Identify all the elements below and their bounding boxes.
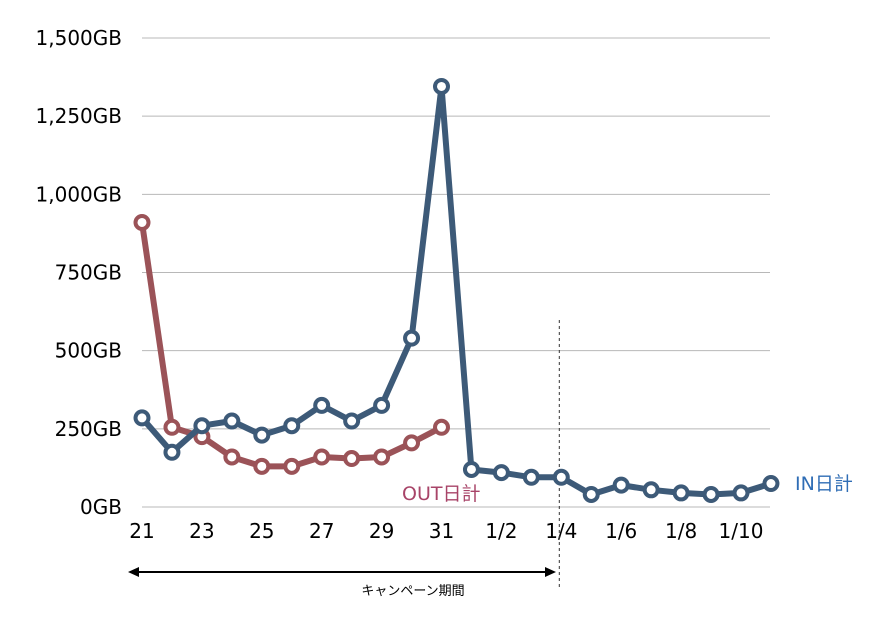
data-point — [433, 418, 450, 436]
y-tick-label: 0GB — [80, 495, 122, 519]
data-point — [403, 329, 421, 347]
x-tick-label: 1/10 — [719, 519, 764, 543]
data-point — [732, 484, 750, 502]
series-out — [133, 213, 450, 475]
data-point — [283, 417, 301, 435]
x-tick-label: 31 — [429, 519, 454, 543]
data-point — [672, 484, 690, 502]
arrowhead-left — [128, 567, 139, 577]
data-point — [223, 412, 241, 430]
data-point — [283, 457, 301, 475]
campaign-label: キャンペーン期間 — [361, 584, 464, 599]
series-in — [133, 77, 780, 503]
x-tick-label: 29 — [369, 519, 394, 543]
x-tick-label: 1/6 — [605, 519, 637, 543]
data-point — [403, 434, 421, 452]
y-tick-label: 1,000GB — [36, 182, 122, 206]
x-tick-label: 1/8 — [665, 519, 697, 543]
data-point — [612, 476, 630, 494]
y-tick-label: 250GB — [55, 417, 122, 441]
x-axis: 21 23 25 27 29 31 1/2 1/4 1/6 1/8 1/10 — [129, 519, 763, 543]
series-label-in: IN日計 — [795, 473, 853, 495]
data-point — [343, 450, 361, 468]
data-point — [253, 426, 271, 444]
data-point — [433, 77, 450, 95]
data-point — [522, 468, 540, 486]
data-point — [343, 412, 361, 430]
x-tick-label: 1/4 — [545, 519, 577, 543]
data-point — [552, 468, 570, 486]
data-point — [193, 417, 211, 435]
data-point — [462, 460, 480, 478]
x-tick-label: 23 — [189, 519, 214, 543]
data-point — [313, 448, 331, 466]
data-point — [223, 448, 241, 466]
data-point — [253, 457, 271, 475]
y-tick-label: 1,500GB — [36, 26, 122, 50]
data-point — [373, 448, 391, 466]
data-point — [163, 443, 181, 461]
data-point — [762, 475, 780, 493]
data-point — [492, 464, 510, 482]
series-line — [139, 83, 774, 498]
campaign-period: キャンペーン期間 — [128, 567, 556, 599]
series-label-out: OUT日計 — [402, 483, 480, 505]
data-point — [373, 396, 391, 414]
data-point — [133, 213, 151, 231]
data-point — [702, 485, 720, 503]
data-point — [582, 485, 600, 503]
x-tick-label: 25 — [249, 519, 274, 543]
arrowhead-right — [545, 567, 556, 577]
x-tick-label: 21 — [129, 519, 154, 543]
y-tick-label: 750GB — [55, 261, 122, 285]
y-tick-label: 1,250GB — [36, 104, 122, 128]
series-labels: OUT日計 IN日計 — [402, 473, 853, 505]
data-point — [133, 409, 151, 427]
data-point — [313, 396, 331, 414]
y-axis: 0GB 250GB 500GB 750GB 1,000GB 1,250GB 1,500GB — [36, 26, 122, 519]
data-point — [642, 481, 660, 499]
data-point — [163, 418, 181, 436]
series-group — [133, 77, 780, 503]
x-tick-label: 1/2 — [485, 519, 517, 543]
y-tick-label: 500GB — [55, 339, 122, 363]
x-tick-label: 27 — [309, 519, 334, 543]
